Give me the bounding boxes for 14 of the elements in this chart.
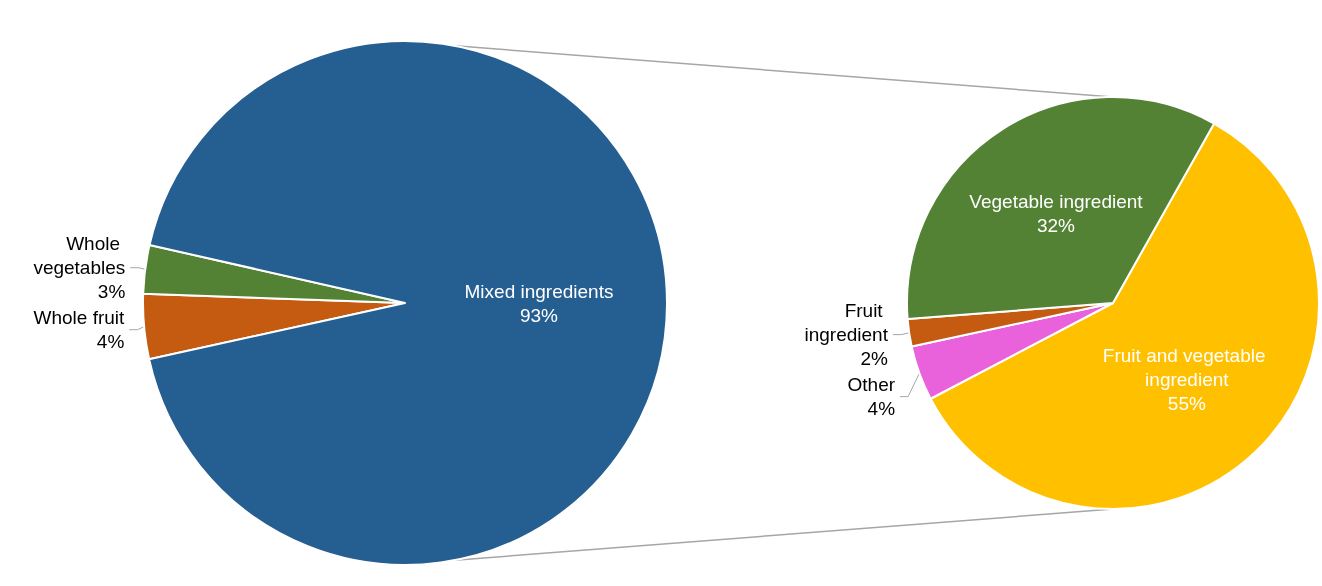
data-label: 2% xyxy=(860,348,889,370)
data-label: 55% xyxy=(1167,392,1206,414)
slice-label: Whole vegetables xyxy=(33,233,126,279)
data-label: 4% xyxy=(867,398,896,420)
slice-label: Vegetable ingredient xyxy=(969,191,1144,213)
slice-label: Other xyxy=(847,374,896,396)
slice-label: Whole fruit xyxy=(33,307,126,329)
data-label: 32% xyxy=(1036,215,1076,237)
slice-label: Mixed ingredients xyxy=(464,280,614,302)
slice-label: Fruit ingredient xyxy=(804,300,889,346)
data-label: 3% xyxy=(97,281,126,303)
data-label: 93% xyxy=(519,304,559,326)
slice-label: Fruit and vegetable ingredient xyxy=(1102,344,1271,390)
data-label: 4% xyxy=(96,331,125,353)
